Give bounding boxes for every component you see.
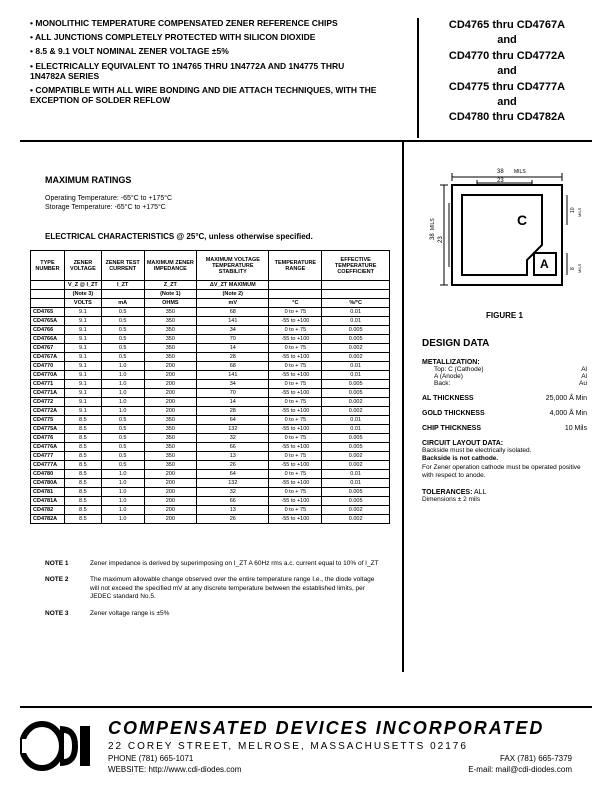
svg-text:23: 23 [438,236,444,243]
design-title: DESIGN DATA [422,338,587,349]
svg-text:38: 38 [430,233,436,240]
website: WEBSITE: http://www.cdi-diodes.com [108,765,241,774]
max-ratings-section: MAXIMUM RATINGS Operating Temperature: -… [45,175,385,213]
tolerances-label: TOLERANCES: [422,489,472,496]
feature-item: • 8.5 & 9.1 VOLT NOMINAL ZENER VOLTAGE ±… [30,46,380,56]
svg-text:MILS: MILS [577,207,582,217]
al-thickness-label: AL THICKNESS [422,395,474,402]
layout-label: CIRCUIT LAYOUT DATA: [422,440,587,447]
figure-caption: FIGURE 1 [422,311,587,320]
svg-text:MILS: MILS [430,218,436,230]
characteristics-table: TYPE NUMBERZENER VOLTAGEZENER TEST CURRE… [30,250,390,524]
figure-1: C A 38MILS 23 38MILS 23 10MILS 8MILS FIG… [422,155,587,320]
feature-item: • ELECTRICALLY EQUIVALENT TO 1N4765 THRU… [30,61,380,81]
svg-text:38: 38 [497,169,504,175]
svg-text:8: 8 [570,267,576,270]
tolerances-all: ALL [474,489,486,496]
divider [20,140,592,142]
notes-section: NOTE 1Zener impedance is derived by supe… [45,560,385,626]
metallization-label: METALLIZATION: [422,359,587,366]
chip-thickness-value: 10 Mils [565,425,587,432]
max-ratings-title: MAXIMUM RATINGS [45,175,385,185]
svg-text:10: 10 [570,207,576,213]
operating-temp: Operating Temperature: -65°C to +175°C [45,195,385,202]
email: E-mail: mail@cdi-diodes.com [468,765,572,774]
feature-item: • COMPATIBLE WITH ALL WIRE BONDING AND D… [30,85,380,105]
chip-diagram: C A 38MILS 23 38MILS 23 10MILS 8MILS [422,155,587,305]
feature-item: • MONOLITHIC TEMPERATURE COMPENSATED ZEN… [30,18,380,28]
cdi-logo [20,721,100,771]
svg-text:A: A [540,257,549,271]
phone: PHONE (781) 665-1071 [108,754,193,763]
footer: COMPENSATED DEVICES INCORPORATED 22 CORE… [20,706,592,774]
chip-thickness-label: CHIP THICKNESS [422,425,481,432]
company-name: COMPENSATED DEVICES INCORPORATED [108,718,592,739]
design-data: DESIGN DATA METALLIZATION: Top: C (Catho… [422,338,587,511]
svg-text:C: C [517,212,527,228]
svg-text:23: 23 [497,178,504,184]
svg-text:MILS: MILS [514,169,526,175]
tolerances-sub: Dimensions ± 2 mils [422,496,587,503]
storage-temp: Storage Temperature: -65°C to +175°C [45,204,385,211]
vertical-divider [402,142,404,672]
gold-thickness-value: 4,000 Å Min [550,410,587,417]
svg-text:MILS: MILS [577,263,582,273]
feature-item: • ALL JUNCTIONS COMPLETELY PROTECTED WIT… [30,32,380,42]
part-numbers: CD4765 thru CD4767AandCD4770 thru CD4772… [417,18,587,138]
elec-char-title: ELECTRICAL CHARACTERISTICS @ 25°C, unles… [45,232,313,241]
al-thickness-value: 25,000 Å Min [546,395,587,402]
gold-thickness-label: GOLD THICKNESS [422,410,485,417]
feature-list: • MONOLITHIC TEMPERATURE COMPENSATED ZEN… [30,18,380,109]
fax: FAX (781) 665-7379 [500,754,572,763]
company-address: 22 COREY STREET, MELROSE, MASSACHUSETTS … [108,741,592,752]
